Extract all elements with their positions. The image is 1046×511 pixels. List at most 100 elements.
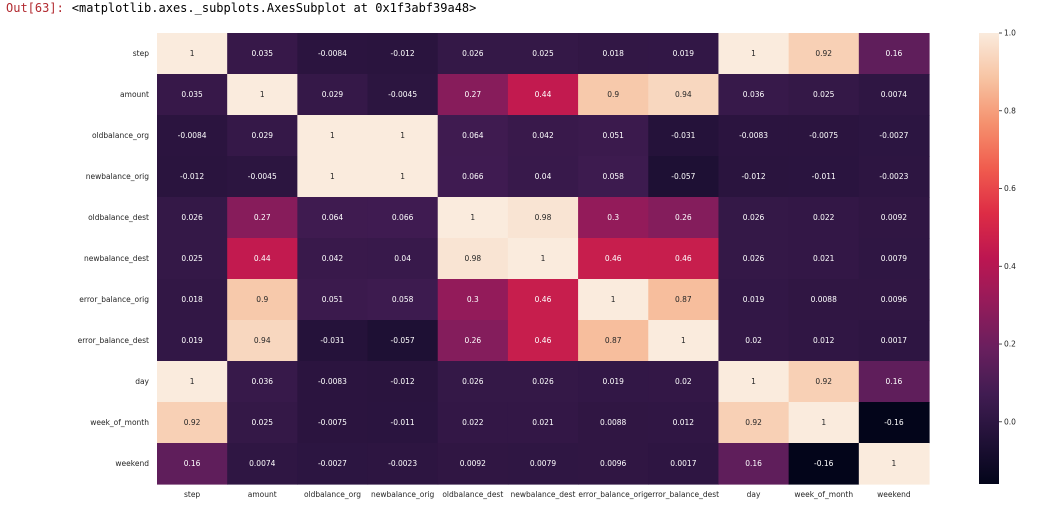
heatmap-cell-label: 1 <box>470 213 475 222</box>
y-tick-label: oldbalance_org <box>92 131 149 140</box>
heatmap-cell-label: 0.012 <box>673 418 695 427</box>
heatmap-cell <box>297 279 369 321</box>
heatmap-cell <box>297 115 369 157</box>
heatmap-cell <box>227 197 298 239</box>
heatmap-cell <box>578 74 649 116</box>
heatmap-cell-label: 0.051 <box>602 131 624 140</box>
heatmap-cell-label: 0.02 <box>745 336 762 345</box>
heatmap-cell-label: -0.0027 <box>879 131 908 140</box>
heatmap-cell-label: 0.064 <box>322 213 344 222</box>
heatmap-cell <box>648 74 720 116</box>
heatmap-cell <box>648 402 720 444</box>
heatmap-cell-label: 0.019 <box>181 336 203 345</box>
heatmap-cell <box>297 156 369 198</box>
heatmap-cell <box>858 402 930 444</box>
heatmap-cell-label: 0.026 <box>532 377 554 386</box>
y-tick-label: step <box>133 49 149 58</box>
heatmap-cell-label: 0.87 <box>675 295 692 304</box>
heatmap-col-labels: step amount oldbalance_org newbalance_orig o… <box>184 490 911 499</box>
heatmap-cell-label: -0.012 <box>180 172 204 181</box>
heatmap-cell-label: -0.057 <box>671 172 695 181</box>
heatmap-cell-label: 0.92 <box>184 418 201 427</box>
heatmap-cell <box>157 320 228 362</box>
heatmap-cell-label: 0.058 <box>392 295 414 304</box>
heatmap-cell-label: 0.3 <box>607 213 619 222</box>
heatmap-cell <box>788 361 860 403</box>
heatmap-cell <box>297 197 369 239</box>
y-tick-label: newbalance_orig <box>86 172 150 181</box>
heatmap-cell <box>718 197 790 239</box>
heatmap-cell-label: 1 <box>190 377 195 386</box>
heatmap-cell <box>507 443 579 485</box>
colorbar-tick-label: 0.2 <box>1004 340 1016 349</box>
heatmap-cell <box>367 115 439 157</box>
heatmap-cell-label: 0.46 <box>535 295 552 304</box>
heatmap-cell-label: 1 <box>751 49 756 58</box>
heatmap-cell-label: 0.46 <box>675 254 692 263</box>
heatmap-cell <box>718 238 790 280</box>
heatmap-cell-label: 0.021 <box>532 418 554 427</box>
heatmap-cell <box>858 156 930 198</box>
heatmap-cell-label: 0.0017 <box>670 459 696 468</box>
heatmap-cell <box>367 402 439 444</box>
heatmap-cell <box>297 443 369 485</box>
heatmap-cell <box>788 33 860 75</box>
heatmap-cell <box>437 402 509 444</box>
heatmap-cell-label: -0.0045 <box>388 90 417 99</box>
heatmap-cell-label: 0.0096 <box>600 459 626 468</box>
heatmap-cell <box>718 443 790 485</box>
heatmap-cell <box>648 361 720 403</box>
heatmap-cell <box>157 197 228 239</box>
heatmap-cell <box>648 197 720 239</box>
heatmap-cell <box>437 115 509 157</box>
heatmap-cell-label: -0.0083 <box>318 377 347 386</box>
heatmap-cell <box>578 361 649 403</box>
output-prompt: Out[63]: <box>6 1 64 15</box>
heatmap-cell-label: 0.0096 <box>881 295 907 304</box>
heatmap-cell <box>858 443 930 485</box>
heatmap-cell <box>157 402 228 444</box>
heatmap-cell <box>367 156 439 198</box>
heatmap-cell <box>507 33 579 75</box>
heatmap-cell-label: 0.026 <box>181 213 203 222</box>
heatmap-cell-label: 0.019 <box>602 377 624 386</box>
heatmap-cell-label: 0.026 <box>462 49 484 58</box>
heatmap-cell-label: -0.0045 <box>248 172 277 181</box>
heatmap-cell-labels: 1 0.035 -0.0084 -0.012 0.026 0.025 0.018 0.019 1… <box>178 49 909 468</box>
heatmap-cell-label: 0.27 <box>464 90 481 99</box>
heatmap-cell-label: 0.066 <box>462 172 484 181</box>
heatmap-cell <box>718 279 790 321</box>
heatmap-cell-label: 0.026 <box>743 254 765 263</box>
heatmap-cell-label: 0.26 <box>464 336 481 345</box>
heatmap-cell <box>227 443 298 485</box>
heatmap-cell <box>227 361 298 403</box>
heatmap-cell <box>437 74 509 116</box>
heatmap-cell-label: 0.018 <box>181 295 203 304</box>
heatmap-cell <box>157 33 228 75</box>
heatmap-cell <box>507 74 579 116</box>
heatmap-cell-label: 0.025 <box>181 254 203 263</box>
heatmap-cell <box>297 238 369 280</box>
heatmap-cell-label: -0.0084 <box>178 131 207 140</box>
colorbar-tick-label: 0.0 <box>1004 417 1016 426</box>
y-tick-label: oldbalance_dest <box>88 213 149 222</box>
colorbar-tick-label: 0.6 <box>1004 184 1016 193</box>
heatmap-cell <box>788 320 860 362</box>
x-tick-label: weekend <box>877 490 911 499</box>
heatmap-cell <box>788 402 860 444</box>
heatmap-cell-label: 1 <box>892 459 897 468</box>
heatmap-cell-label: 0.025 <box>252 418 274 427</box>
heatmap-cell <box>507 320 579 362</box>
heatmap-cell <box>437 320 509 362</box>
x-tick-label: error_balance_dest <box>648 490 719 499</box>
heatmap-cell-label: 1 <box>330 172 335 181</box>
heatmap-cell-label: 1 <box>821 418 826 427</box>
heatmap-cell <box>718 361 790 403</box>
heatmap-cell-label: 0.02 <box>675 377 692 386</box>
heatmap-cell <box>437 197 509 239</box>
heatmap-cell-label: 0.025 <box>813 90 835 99</box>
heatmap-cell <box>227 320 298 362</box>
y-tick-label: amount <box>120 90 149 99</box>
heatmap-cell <box>297 33 369 75</box>
y-tick-label: error_balance_orig <box>79 295 149 304</box>
